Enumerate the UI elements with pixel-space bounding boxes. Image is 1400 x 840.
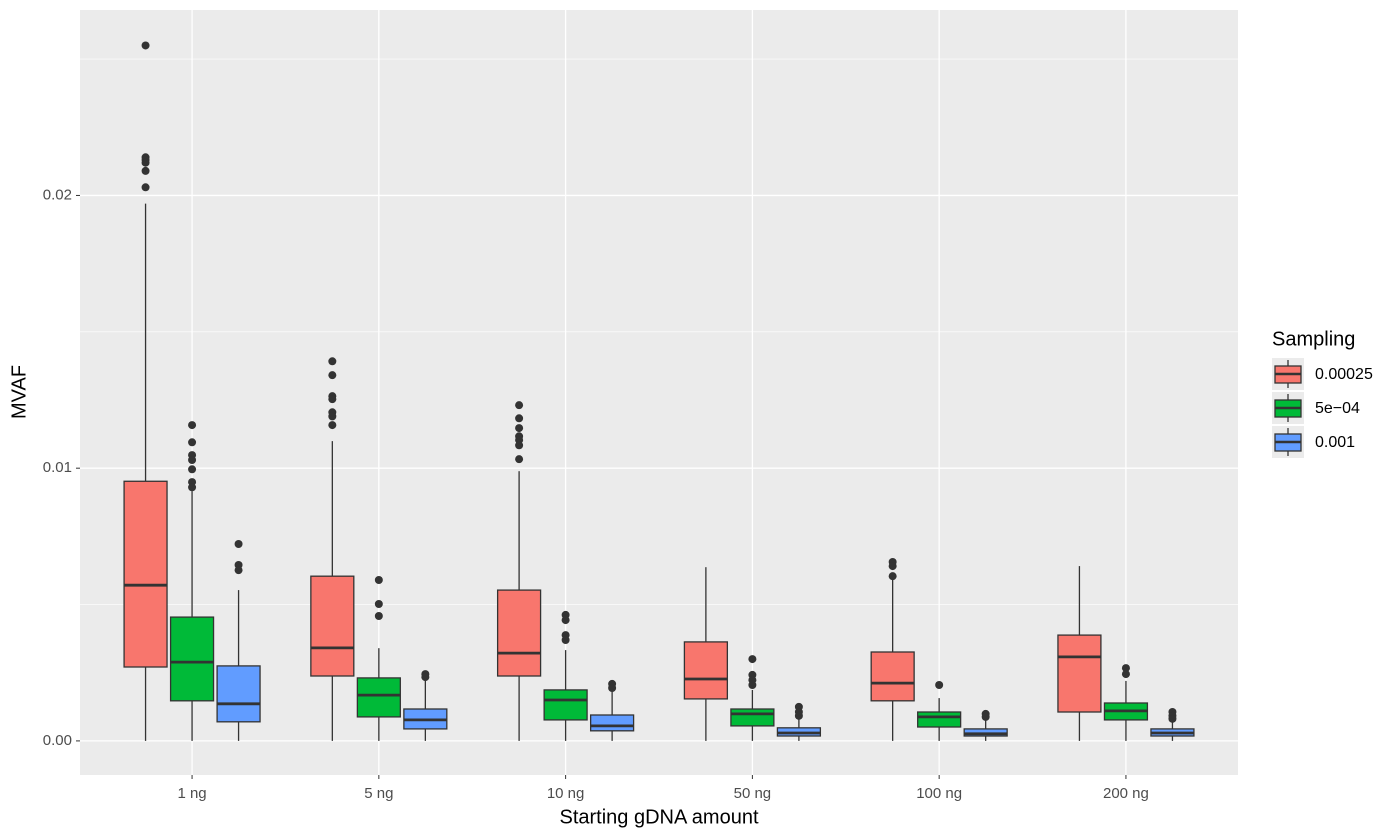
outlier [234,540,243,548]
outlier [888,562,897,571]
outlier [188,465,197,474]
outlier [188,483,197,492]
outlier [188,421,197,430]
box [589,714,635,732]
outlier [561,636,570,644]
box [310,575,355,677]
box [870,651,915,702]
y-axis-title: MVAF [8,365,30,419]
box [123,480,168,668]
x-tick-label: 50 ng [734,785,772,802]
legend-label: 0.00025 [1315,366,1373,383]
outlier [515,401,524,410]
outlier [421,673,430,682]
outlier [328,421,337,430]
outlier [374,600,383,608]
y-tick-label: 0.00 [43,732,72,749]
outlier [794,711,803,720]
outlier [608,684,617,692]
legend-title: Sampling [1272,328,1355,350]
outlier [328,371,337,380]
box [730,708,775,727]
outlier [141,183,150,192]
outlier [141,158,150,167]
box [496,589,542,677]
box [543,689,588,721]
box [683,641,729,700]
outlier [1121,664,1130,673]
box [1057,634,1102,713]
outlier [748,655,757,664]
y-tick-label: 0.01 [43,459,72,476]
outlier [981,712,990,721]
outlier [188,456,197,464]
plot-panel [80,10,1238,775]
legend-label: 5e−04 [1315,400,1360,417]
outlier [328,395,337,404]
box [169,616,215,702]
outlier [234,566,243,575]
outlier [515,455,524,464]
outlier [141,166,150,175]
outlier [374,576,383,584]
x-tick-label: 200 ng [1103,785,1149,802]
outlier [515,424,524,433]
box [216,665,261,723]
y-tick-label: 0.02 [43,186,72,203]
box [917,711,962,728]
outlier [374,612,383,620]
outlier [515,414,524,423]
outlier [515,441,524,450]
x-tick-label: 100 ng [916,785,962,802]
outlier [1121,670,1130,679]
legend-label: 0.001 [1315,434,1355,451]
x-axis-title: Starting gDNA amount [560,806,759,828]
outlier [328,412,337,421]
x-tick-label: 1 ng [177,785,206,802]
x-tick-label: 5 ng [364,785,393,802]
outlier [935,681,944,689]
outlier [328,357,337,366]
outlier [561,616,570,625]
box [356,677,401,718]
outlier [1168,714,1177,723]
outlier [888,572,897,581]
outlier [748,681,757,689]
outlier [188,438,197,447]
outlier [141,41,150,50]
x-tick-label: 10 ng [547,785,585,802]
